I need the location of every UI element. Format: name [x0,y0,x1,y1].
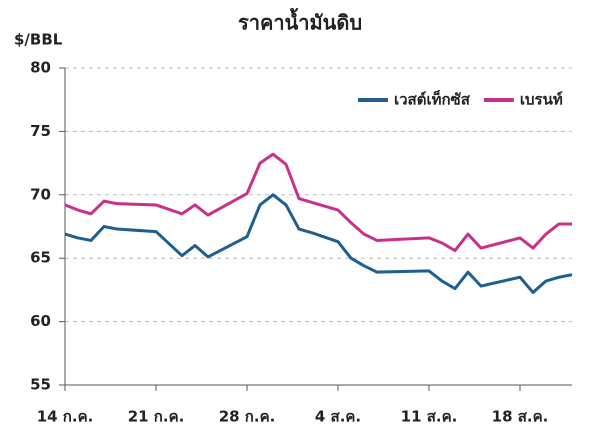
x-tick-label: 21 ก.ค. [128,408,185,426]
y-tick-label: 60 [30,312,51,330]
y-tick-label: 65 [30,249,51,267]
y-tick-label: 70 [30,185,51,203]
x-tick-label: 18 ส.ค. [492,408,549,426]
y-axis-label: $/BBL [14,31,63,49]
legend-label: เบรนท์ [520,91,563,109]
x-tick-label: 11 ส.ค. [401,408,458,426]
x-tick-label: 4 ส.ค. [315,408,361,426]
x-tick-label: 28 ก.ค. [219,408,276,426]
y-tick-label: 55 [30,376,51,394]
y-tick-label: 75 [30,122,51,140]
y-tick-label: 80 [30,59,51,77]
line-series [64,152,572,253]
chart-title: ราคาน้ำมันดิบ [238,8,362,35]
x-tick-label: 14 ก.ค. [37,408,94,426]
line-series [64,193,573,294]
legend-label: เวสต์เท็กซัส [394,90,471,109]
